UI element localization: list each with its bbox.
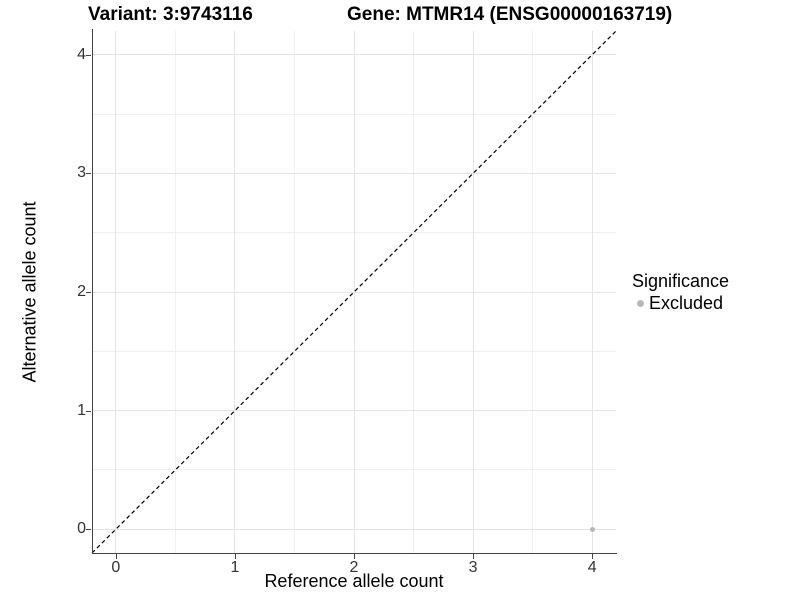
x-tick-label: 4 xyxy=(587,559,597,576)
x-tick-mark xyxy=(473,554,475,559)
identity-line-svg xyxy=(91,30,617,554)
y-tick-label: 2 xyxy=(77,283,86,300)
y-axis-line xyxy=(92,29,93,554)
x-axis-line xyxy=(92,553,617,554)
y-tick-label: 0 xyxy=(77,520,86,538)
legend: Significance Excluded xyxy=(632,271,729,313)
legend-item-excluded: Excluded xyxy=(632,294,729,313)
y-gridline-major xyxy=(92,528,616,530)
x-tick-label: 1 xyxy=(230,559,240,576)
data-point-excluded xyxy=(589,526,595,532)
x-tick-mark xyxy=(234,554,236,559)
y-gridline-major xyxy=(92,172,616,174)
y-tick-mark xyxy=(86,292,91,293)
x-axis-title: Reference allele count xyxy=(264,571,444,591)
y-tick-mark xyxy=(86,54,91,56)
x-tick-mark xyxy=(354,554,355,559)
identity-line xyxy=(91,30,617,554)
y-tick-label: 1 xyxy=(77,401,86,419)
x-tick-label: 3 xyxy=(468,559,478,576)
y-tick-label: 4 xyxy=(77,45,86,63)
legend-title: Significance xyxy=(632,271,730,291)
y-gridline-major xyxy=(92,54,616,56)
y-tick-mark xyxy=(86,173,91,175)
y-tick-mark xyxy=(86,410,91,412)
x-tick-label: 2 xyxy=(349,559,359,576)
x-tick-mark xyxy=(115,554,117,559)
variant-title: Variant: 3:9743116 xyxy=(88,4,253,25)
gene-title: Gene: MTMR14 (ENSG00000163719) xyxy=(347,4,673,25)
x-tick-label: 0 xyxy=(111,559,121,576)
y-gridline-major xyxy=(92,410,616,412)
y-gridline-major xyxy=(92,291,616,293)
legend-item-label: Excluded xyxy=(649,293,724,313)
x-tick-mark xyxy=(592,554,594,559)
y-tick-mark xyxy=(86,529,91,531)
y-tick-label: 3 xyxy=(77,164,86,182)
excluded-point-icon xyxy=(637,300,644,307)
y-axis-title: Alternative allele count xyxy=(19,201,40,383)
plot-panel xyxy=(91,30,617,554)
